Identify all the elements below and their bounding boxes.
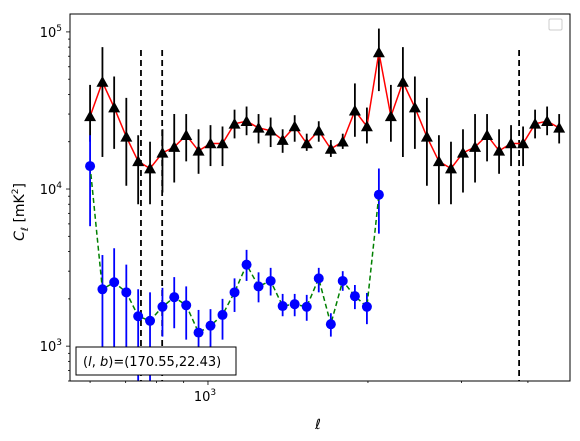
data-point (264, 124, 277, 136)
plot-area-frame (69, 13, 571, 382)
data-point (277, 301, 288, 312)
data-point (288, 120, 301, 132)
data-point (408, 101, 421, 113)
data-point (553, 121, 566, 133)
data-point (265, 275, 276, 286)
data-point (384, 110, 397, 122)
data-point (96, 75, 109, 87)
y-tick-label: 105 (40, 24, 62, 41)
data-point (252, 121, 265, 133)
data-point (324, 142, 337, 154)
data-point (336, 135, 349, 147)
annotation-box: (l, b)=(170.55,22.43) (75, 346, 237, 376)
y-tick-label: 104 (40, 181, 63, 198)
data-point (120, 130, 133, 142)
annotation-text: (l, b)=(170.55,22.43) (83, 355, 221, 370)
data-point (276, 134, 289, 145)
data-point (192, 144, 205, 156)
data-point (181, 300, 192, 311)
data-point (156, 146, 169, 158)
data-point (108, 101, 121, 113)
data-point (204, 137, 217, 149)
data-point (325, 319, 336, 330)
data-point (373, 189, 384, 200)
data-point (132, 155, 145, 167)
data-point (229, 287, 240, 298)
data-point (517, 137, 530, 149)
data-point (253, 281, 264, 292)
data-point (289, 299, 300, 310)
data-point (205, 320, 216, 331)
data-point (337, 275, 348, 286)
data-point (217, 309, 228, 320)
data-point (97, 284, 108, 295)
data-point (432, 155, 445, 167)
x-axis-ticks: 103 (89, 381, 529, 405)
data-point (372, 46, 385, 58)
data-point (300, 137, 313, 149)
legend-box (548, 18, 563, 31)
data-point (444, 162, 457, 174)
data-point (121, 287, 132, 298)
data-point (241, 259, 252, 270)
series-line (89, 52, 560, 170)
data-point (180, 129, 193, 141)
data-point (228, 117, 241, 129)
data-point (109, 277, 120, 288)
series-1 (85, 135, 384, 381)
y-tick-label: 103 (40, 338, 62, 355)
y-axis-ticks: 103 104 105 (40, 24, 70, 382)
data-point (481, 129, 494, 141)
data-point (85, 161, 96, 172)
series-0 (84, 28, 566, 205)
data-point (361, 301, 372, 312)
data-point (493, 144, 506, 156)
data-point (144, 162, 157, 174)
data-point (360, 120, 373, 132)
data-point (312, 124, 325, 136)
data-point (505, 137, 518, 149)
data-point (541, 115, 554, 127)
data-point (313, 273, 324, 284)
x-tick-label: 103 (194, 388, 216, 405)
data-point (84, 110, 97, 122)
data-point (193, 327, 204, 338)
data-point (169, 292, 180, 303)
data-point (240, 115, 253, 127)
data-point (157, 301, 168, 312)
plot-content (84, 28, 566, 381)
data-point (348, 104, 361, 116)
data-point (469, 141, 482, 152)
data-point (168, 141, 181, 152)
data-point (145, 315, 156, 326)
data-point (216, 137, 229, 149)
data-point (396, 75, 409, 87)
data-point (529, 117, 542, 129)
x-axis-label: ℓ (314, 417, 321, 433)
data-point (349, 291, 360, 302)
data-point (456, 146, 469, 158)
data-point (301, 301, 312, 312)
y-axis-label: Cℓ [mK2] (11, 183, 31, 241)
data-point (420, 130, 433, 142)
data-point (133, 311, 144, 322)
